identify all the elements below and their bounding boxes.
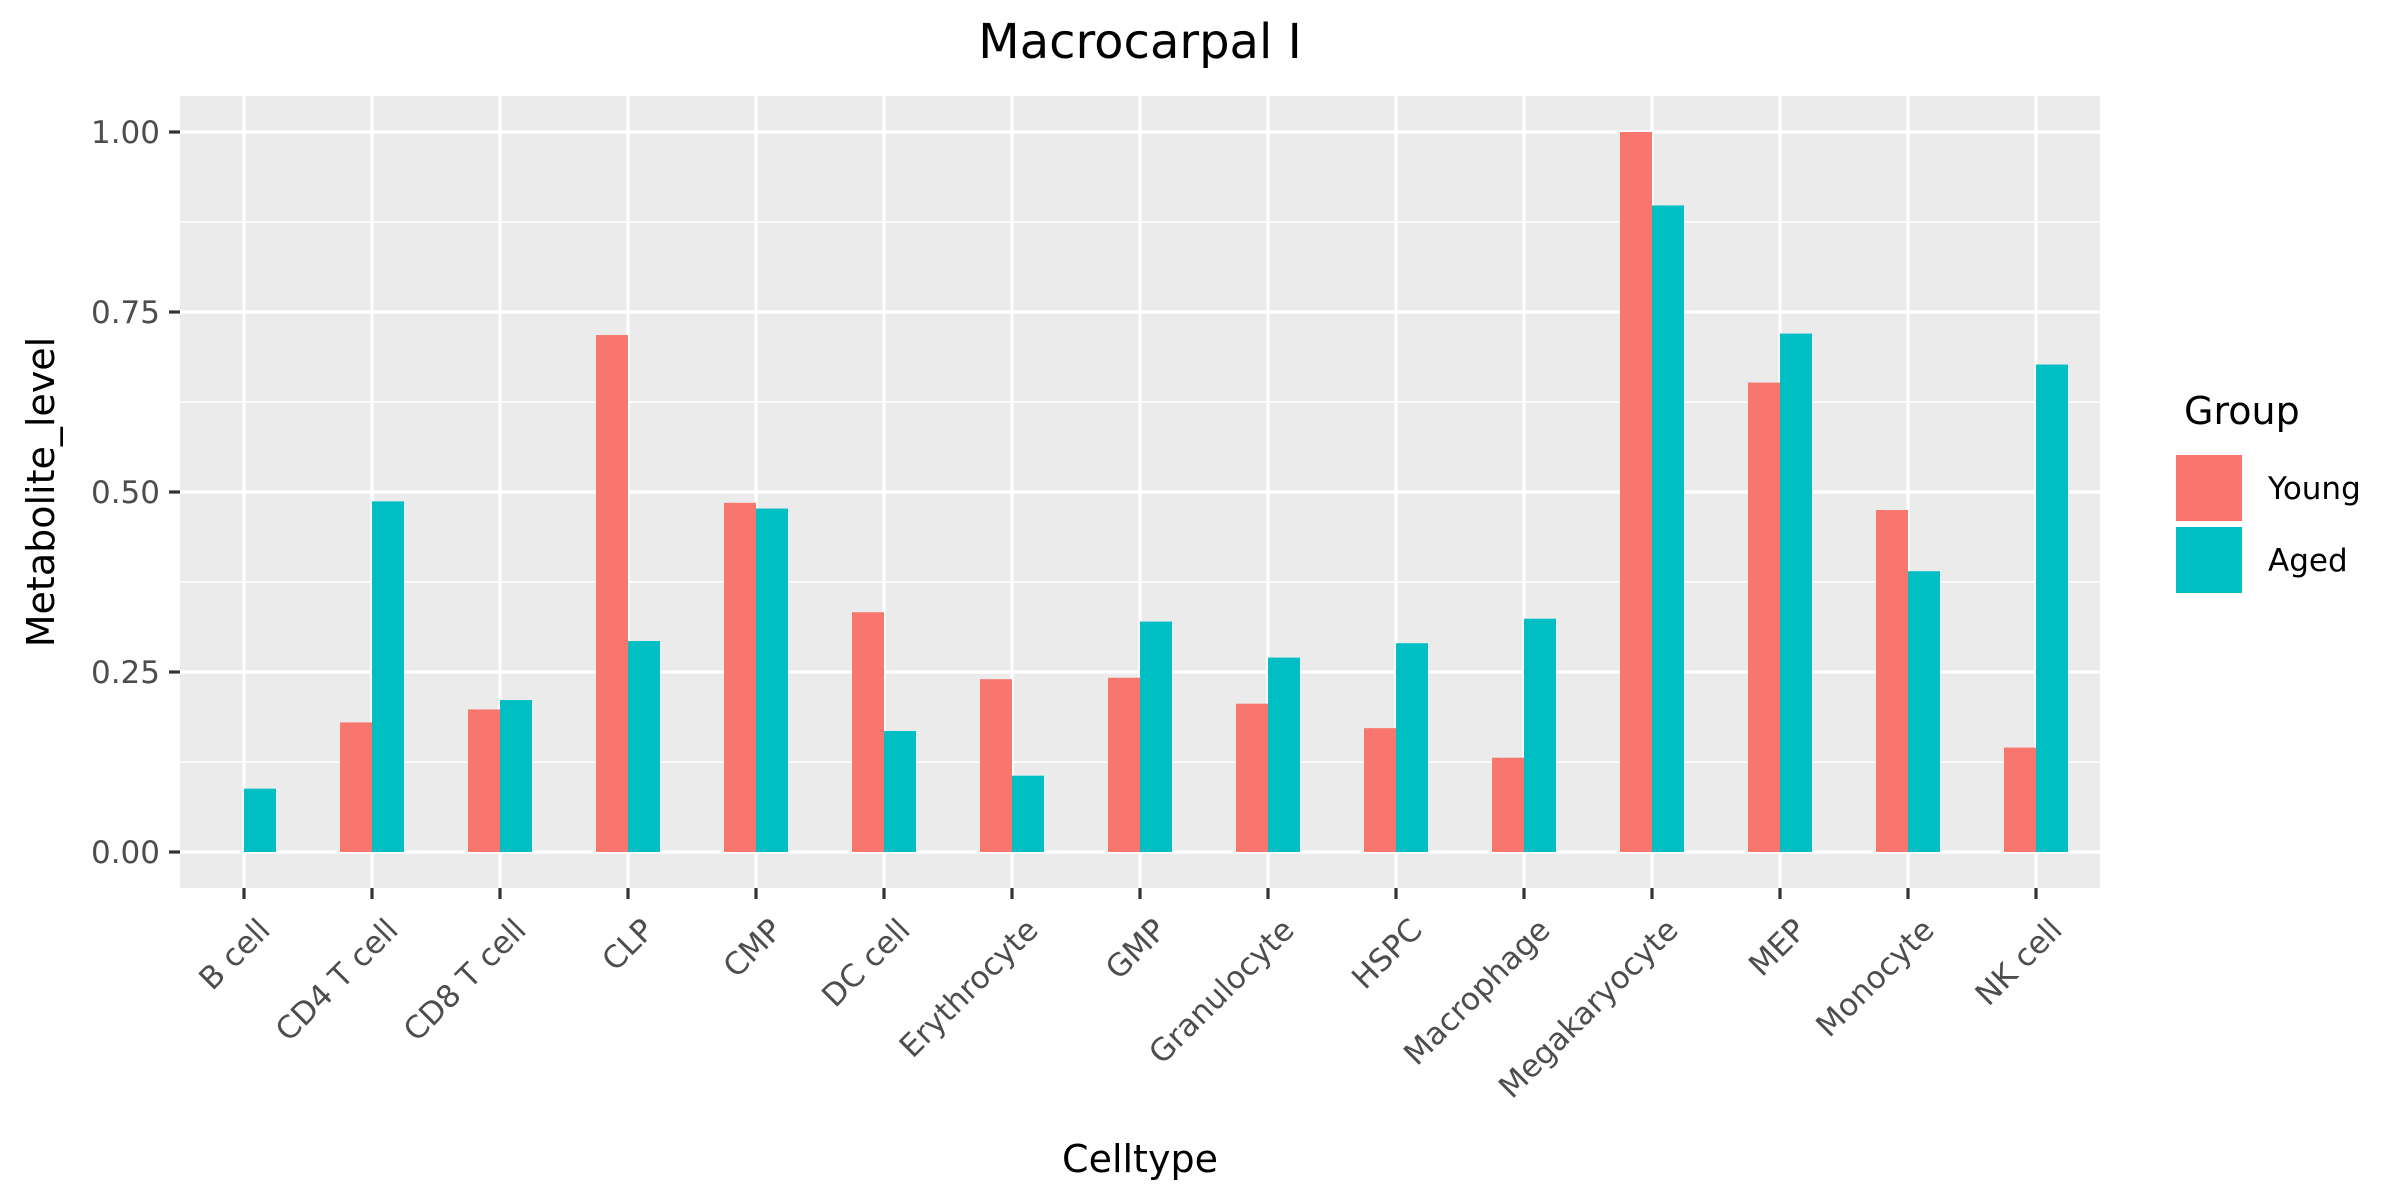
bar-young-mep bbox=[1748, 382, 1780, 852]
bar-young-cmp bbox=[724, 502, 756, 852]
bar-aged-cd8-t-cell bbox=[500, 700, 532, 852]
y-tick-label: 1.00 bbox=[91, 115, 160, 151]
x-tick-label: DC cell bbox=[815, 912, 917, 1014]
x-tick-label: B cell bbox=[192, 912, 277, 997]
x-tick-label: CMP bbox=[717, 912, 790, 985]
bar-young-dc-cell bbox=[852, 612, 884, 852]
x-tick-label: CD8 T cell bbox=[397, 912, 534, 1049]
x-tick-label: Monocyte bbox=[1809, 912, 1941, 1044]
x-tick-label: NK cell bbox=[1969, 912, 2070, 1013]
bar-young-hspc bbox=[1364, 728, 1396, 852]
bar-aged-macrophage bbox=[1524, 618, 1556, 852]
x-tick-label: GMP bbox=[1099, 912, 1174, 987]
bar-aged-mep bbox=[1780, 333, 1812, 853]
x-tick-label: HSPC bbox=[1345, 912, 1429, 996]
bar-young-granulocyte bbox=[1236, 703, 1268, 852]
bar-young-cd4-t-cell bbox=[340, 722, 372, 852]
bar-aged-nk-cell bbox=[2036, 364, 2068, 852]
bar-aged-megakaryocyte bbox=[1652, 205, 1684, 852]
bar-aged-cd4-t-cell bbox=[372, 501, 404, 852]
y-tick-label: 0.50 bbox=[91, 475, 160, 511]
chart-title: Macrocarpal I bbox=[978, 14, 1301, 70]
bar-young-clp bbox=[596, 335, 628, 852]
legend-title: Group bbox=[2184, 389, 2300, 433]
bar-aged-erythrocyte bbox=[1012, 775, 1044, 852]
bar-young-macrophage bbox=[1492, 757, 1524, 852]
bar-aged-cmp bbox=[756, 508, 788, 852]
bar-aged-granulocyte bbox=[1268, 657, 1300, 852]
y-axis-label: Metabolite_level bbox=[19, 337, 63, 647]
bar-aged-b-cell bbox=[244, 788, 276, 852]
bars bbox=[244, 132, 2068, 853]
bar-young-megakaryocyte bbox=[1620, 132, 1652, 852]
bar-aged-hspc bbox=[1396, 643, 1428, 852]
legend: Group Young Aged bbox=[2176, 389, 2361, 593]
x-axis-label: Celltype bbox=[1062, 1137, 1218, 1181]
legend-label-young: Young bbox=[2267, 471, 2361, 507]
x-tick-label: Erythrocyte bbox=[893, 912, 1046, 1065]
legend-key-young bbox=[2176, 455, 2242, 521]
bar-young-gmp bbox=[1108, 677, 1140, 852]
bar-young-nk-cell bbox=[2004, 747, 2036, 852]
bar-aged-clp bbox=[628, 641, 660, 852]
y-tick-label: 0.00 bbox=[91, 835, 160, 871]
x-tick-label: CD4 T cell bbox=[269, 912, 406, 1049]
y-tick-label: 0.25 bbox=[91, 655, 160, 691]
bar-young-cd8-t-cell bbox=[468, 709, 500, 852]
bar-aged-dc-cell bbox=[884, 731, 916, 852]
legend-key-aged bbox=[2176, 527, 2242, 593]
y-axis: 0.00 0.25 0.50 0.75 1.00 bbox=[91, 115, 180, 871]
bar-aged-monocyte bbox=[1908, 571, 1940, 852]
x-tick-label: MEP bbox=[1742, 912, 1813, 983]
y-tick-label: 0.75 bbox=[91, 295, 160, 331]
bar-young-erythrocyte bbox=[980, 679, 1012, 852]
x-tick-label: CLP bbox=[595, 912, 661, 978]
bar-young-monocyte bbox=[1876, 510, 1908, 852]
legend-label-aged: Aged bbox=[2268, 543, 2348, 579]
bar-aged-gmp bbox=[1140, 621, 1172, 852]
